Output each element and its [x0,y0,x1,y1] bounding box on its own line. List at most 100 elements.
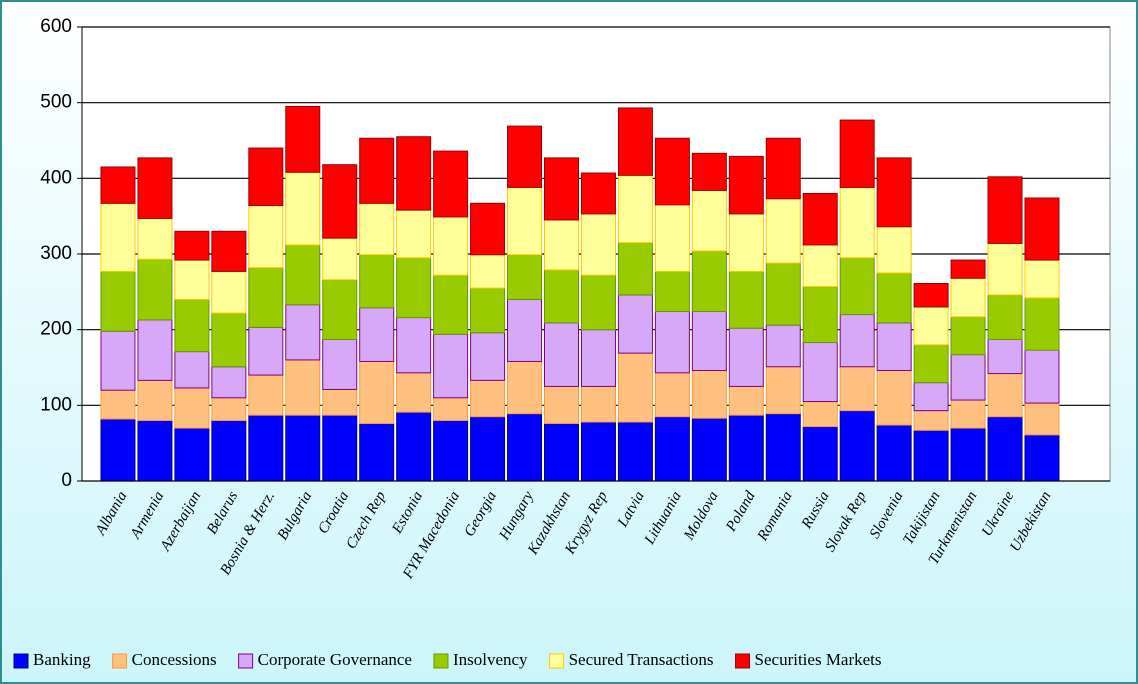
bar-segment [876,226,912,274]
legend-label: Banking [33,650,91,669]
bar-segment [174,387,210,429]
bar-segment [654,372,690,418]
bar-segment [507,413,543,482]
bar-segment [507,254,543,300]
bar-segment [654,416,690,482]
bar-segment [137,319,173,381]
bar-segment [396,257,432,319]
bar-segment [433,419,469,482]
bar-segment [248,147,284,207]
bar-segment [137,258,173,321]
bar-segment [839,366,875,412]
bar-segment [913,306,949,346]
bar-segment [654,137,690,206]
bar-segment [285,359,321,416]
bar-segment [580,421,616,482]
legend-swatch [735,653,751,669]
bar-segment [802,401,838,428]
bar-segment [876,272,912,324]
bar-segment [433,216,469,276]
bar-segment [728,385,764,416]
bar-segment [544,157,579,221]
bar-segment [544,385,579,424]
bar-segment [987,339,1023,375]
bar-segment [580,385,616,423]
bar-segment [802,342,838,403]
legend-label: Insolvency [453,650,528,669]
bar-segment [544,219,579,271]
bar-segment [137,217,173,260]
legend-swatch [433,653,449,669]
bar-segment [322,279,358,341]
legend-label: Secured Transactions [569,650,714,669]
legend-swatch [13,653,29,669]
bar-segment [211,230,247,272]
bar-segment [765,262,801,326]
bar-segment [913,382,949,412]
bar-segment [211,397,247,421]
bar-segment [211,419,247,482]
bar-segment [359,254,395,309]
bar-segment [802,286,838,344]
bar-segment [470,254,506,289]
bar-segment [876,370,912,426]
bar-segment [987,176,1023,244]
bar-segment [617,174,653,244]
bar-segment [137,157,173,219]
bar-segment [211,366,247,399]
bar-segment [691,370,727,419]
bar-segment [580,172,616,215]
bar-segment [248,414,284,482]
bar-segment [876,322,912,372]
bar-segment [544,422,579,482]
bar-segment [950,399,986,429]
bar-segment [950,316,986,356]
bar-segment [913,410,949,431]
bar-segment [950,354,986,401]
bar-segment [802,426,838,482]
bar-segment [507,186,543,256]
bar-segment [100,389,136,420]
bar-segment [913,429,949,482]
bar-segment [174,427,210,482]
bar-segment [100,270,136,332]
bar-segment [802,192,838,246]
bar-segment [248,374,284,416]
bar-segment [654,311,690,374]
bar-segment [987,294,1023,341]
bar-segment [1024,297,1060,351]
y-tick-label: 100 [40,394,72,415]
bar-segment [617,107,653,176]
bar-segment [544,269,579,324]
bar-segment [765,366,801,415]
bar-segment [544,322,579,387]
legend-swatch [238,653,254,669]
bar-segment [913,344,949,384]
bar-segment [433,333,469,399]
bar-segment [839,186,875,259]
bar-segment [839,314,875,368]
bar-segment [470,202,506,256]
bar-segment [433,274,469,335]
bar-segment [100,418,136,482]
bar-segment [987,242,1023,296]
bar-segment [100,202,136,272]
bar-segment [322,414,358,482]
bar-segment [765,413,801,482]
bar-segment [728,327,764,387]
bar-segment [987,416,1023,482]
bar-segment [1024,402,1060,436]
legend-label: Corporate Governance [258,650,412,669]
bar-segment [728,213,764,272]
bar-segment [359,422,395,482]
bar-segment [285,414,321,482]
bar-segment [617,352,653,423]
legend-label: Securities Markets [755,650,882,669]
bar-segment [211,312,247,368]
bar-segment [507,125,543,188]
bar-segment [987,373,1023,418]
bar-segment [285,304,321,361]
bar-segment [580,329,616,387]
bar-segment [174,298,210,353]
bar-segment [728,414,764,482]
